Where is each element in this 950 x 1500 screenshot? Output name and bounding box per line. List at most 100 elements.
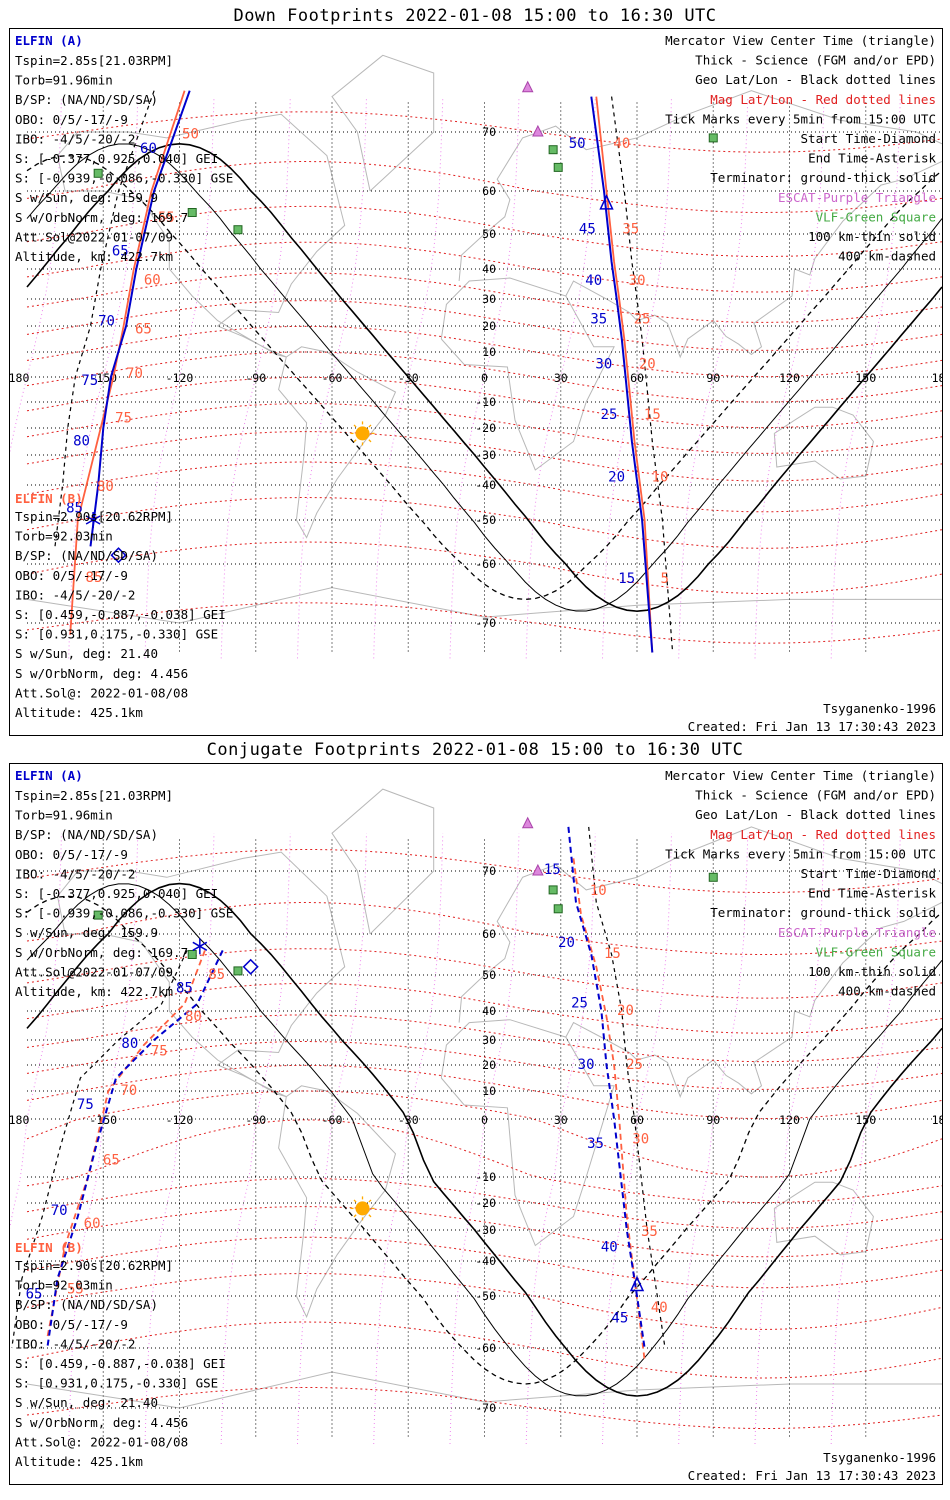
elfin-b-time-label: 60 xyxy=(144,272,161,288)
mag-lat-line xyxy=(26,1387,942,1429)
lon-tick-label: 150 xyxy=(855,371,876,385)
mag-lat-line xyxy=(26,1236,942,1289)
elfin-a-info-line: Altitude, km: 422.7km xyxy=(15,984,173,999)
lat-tick-label: 20 xyxy=(482,319,496,333)
sun-ray xyxy=(353,1214,357,1218)
mag-lat-line xyxy=(26,111,942,153)
elfin-b-info-line: IBO: -4/5/-20/-2 xyxy=(15,1336,135,1351)
lon-tick-label: -90 xyxy=(245,371,266,385)
elfin-a-time-label: 25 xyxy=(601,407,618,423)
purple-triangle-icon xyxy=(532,124,544,137)
legend-entry: End Time-Asterisk xyxy=(808,886,936,901)
legend-entry: 400 km-dashed xyxy=(838,249,936,264)
mag-lat-line xyxy=(26,1040,942,1090)
green-square-icon xyxy=(93,910,103,920)
legend-entry: Tick Marks every 5min from 15:00 UTC xyxy=(665,111,936,126)
panel-1-title: Down Footprints 2022-01-08 15:00 to 16:3… xyxy=(233,6,717,26)
coast-3 xyxy=(458,826,942,1023)
mag-lat-line xyxy=(26,1119,942,1204)
lon-tick-label: 0 xyxy=(481,1113,488,1127)
lat-tick-label: 20 xyxy=(482,1058,496,1072)
mag-lat-line xyxy=(26,496,942,549)
legend-entry: Geo Lat/Lon - Black dotted lines xyxy=(695,72,936,87)
elfin-b-time-label: 50 xyxy=(182,127,199,143)
sun-ray xyxy=(368,1199,372,1203)
elfin-b-info-line: S: [0.931,0.175,-0.330] GSE xyxy=(15,1376,218,1391)
green-square-icon xyxy=(233,225,243,235)
elfin-a-time-label: 75 xyxy=(77,1097,94,1113)
lon-tick-label: -60 xyxy=(322,371,343,385)
elfin-a-track-west xyxy=(46,949,224,1349)
center-time-triangle-icon xyxy=(599,194,614,210)
map-svg: 180-150-120-90-60-3003060901201501807060… xyxy=(10,33,942,734)
legend-entry: 400 km-dashed xyxy=(838,984,936,999)
purple-triangle-icon xyxy=(521,80,534,93)
lat-tick-label: 10 xyxy=(482,345,496,359)
elfin-a-info-line: S w/Sun, deg: 159.9 xyxy=(15,925,158,940)
mag-lat-line xyxy=(26,1321,942,1379)
mag-lon-line xyxy=(449,96,520,659)
sun-ray xyxy=(353,424,357,428)
lat-tick-label: -20 xyxy=(475,1196,496,1210)
green-square-icon xyxy=(708,133,718,143)
lon-tick-label: 90 xyxy=(706,1113,720,1127)
lat-tick-label: -60 xyxy=(475,1341,496,1355)
elfin-b-time-label: 30 xyxy=(629,273,646,289)
sun-ray xyxy=(368,424,372,428)
elfin-a-time-label: 50 xyxy=(569,136,586,152)
start-diamond-icon xyxy=(242,958,259,975)
lat-tick-label: 60 xyxy=(482,184,496,198)
elfin-b-track-west xyxy=(46,950,206,1338)
green-square-icon xyxy=(187,208,197,217)
elfin-a-info-line: S w/OrbNorm, deg: 169.7 xyxy=(15,210,188,225)
sun-icon xyxy=(355,1201,370,1216)
elfin-a-info-line: B/SP: (NA/ND/SD/SA) xyxy=(15,827,158,842)
elfin-b-time-label: 35 xyxy=(641,1224,658,1240)
elfin-b-title: ELFIN (B) xyxy=(15,491,83,506)
elfin-b-time-label: 80 xyxy=(97,479,114,495)
lon-tick-label: -120 xyxy=(166,1113,194,1127)
elfin-a-time-label: 30 xyxy=(578,1057,595,1073)
legend-entry: 100 km-thin solid xyxy=(808,229,936,244)
elfin-a-time-label: 70 xyxy=(51,1203,68,1219)
lat-tick-label: -50 xyxy=(475,1289,496,1303)
elfin-a-time-label: 25 xyxy=(571,995,588,1011)
mag-lat-line xyxy=(26,376,942,429)
coast-4 xyxy=(565,161,942,359)
created-label: Created: Fri Jan 13 17:30:43 2023 xyxy=(688,1468,936,1483)
elfin-b-time-label: 55 xyxy=(158,210,175,226)
mag-lon-line xyxy=(68,96,139,659)
track-400km-east xyxy=(611,96,674,653)
coast-4 xyxy=(565,902,942,1098)
track-400km-east xyxy=(588,826,666,1349)
terminator-100km xyxy=(26,143,942,612)
elfin-a-info-line: S w/Sun, deg: 159.9 xyxy=(15,190,158,205)
terminator-400km xyxy=(26,154,942,601)
model-label: Tsyganenko-1996 xyxy=(823,701,936,716)
lat-tick-label: 50 xyxy=(482,968,496,982)
lat-tick-label: -30 xyxy=(475,448,496,462)
mag-lat-line xyxy=(26,1014,942,1063)
elfin-a-time-label: 65 xyxy=(112,244,129,260)
elfin-a-time-label: 20 xyxy=(558,935,575,951)
mag-grid xyxy=(26,111,942,644)
elfin-b-info-line: S w/OrbNorm, deg: 4.456 xyxy=(15,1415,188,1430)
elfin-b-time-label: 85 xyxy=(86,570,103,586)
purple-triangle-icon xyxy=(521,816,534,829)
mag-lat-line xyxy=(26,403,942,454)
mag-lat-line xyxy=(26,461,942,513)
elfin-b-info-line: Altitude: 425.1km xyxy=(15,705,143,720)
elfin-b-time-label: 25 xyxy=(626,1057,643,1073)
coast-2 xyxy=(440,1019,615,1247)
legend-entry: ESCAT-Purple Triangle xyxy=(778,190,936,205)
elfin-b-time-label: 70 xyxy=(126,366,143,382)
elfin-a-info-line: IBO: -4/5/-20/-2 xyxy=(15,866,135,881)
legend-entry: Start Time-Diamond xyxy=(801,131,936,146)
center-time-triangle-icon xyxy=(629,1275,645,1292)
green-square-icon xyxy=(93,168,103,178)
legend-entry: End Time-Asterisk xyxy=(808,151,936,166)
elfin-a-time-label: 35 xyxy=(590,311,607,327)
lon-tick-label: 180 xyxy=(932,1113,942,1127)
elfin-b-track-east xyxy=(572,858,646,1361)
elfin-b-time-label: 10 xyxy=(590,883,607,899)
